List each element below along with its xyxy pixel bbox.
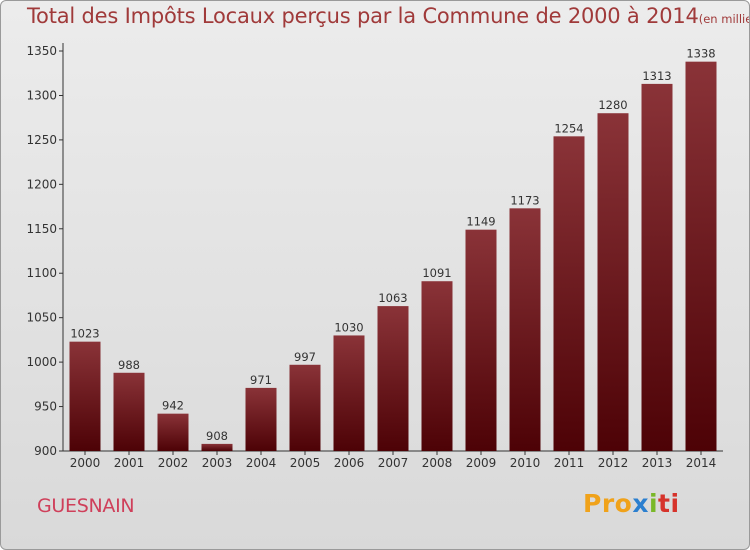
bar-2011 bbox=[553, 136, 585, 452]
data-label-2011: 1254 bbox=[554, 121, 583, 135]
data-label-2013: 1313 bbox=[642, 69, 671, 83]
bar-2009 bbox=[465, 229, 497, 451]
bar-2012 bbox=[597, 113, 629, 451]
data-label-2004: 971 bbox=[250, 373, 272, 387]
y-tick-label: 950 bbox=[34, 400, 57, 414]
y-tick-label: 1050 bbox=[26, 311, 57, 325]
x-tick-label-2007: 2007 bbox=[378, 456, 409, 470]
data-label-2014: 1338 bbox=[686, 47, 715, 61]
chart-title-unit: (en milliers d'€) bbox=[698, 12, 749, 26]
y-tick-label: 1250 bbox=[26, 133, 57, 147]
bar-2004 bbox=[245, 387, 277, 451]
data-label-2000: 1023 bbox=[70, 327, 99, 341]
bar-2001 bbox=[113, 372, 145, 451]
x-tick-label-2011: 2011 bbox=[554, 456, 585, 470]
logo-part-3: i bbox=[648, 489, 659, 518]
chart-title-main: Total des Impôts Locaux perçus par la Co… bbox=[27, 4, 699, 28]
x-tick-label-2005: 2005 bbox=[290, 456, 321, 470]
bar-2008 bbox=[421, 281, 453, 451]
bar-2002 bbox=[157, 413, 189, 451]
bar-2014 bbox=[685, 61, 717, 452]
y-tick-label: 900 bbox=[34, 444, 57, 458]
x-tick-label-2006: 2006 bbox=[334, 456, 365, 470]
y-tick-label: 1000 bbox=[26, 355, 57, 369]
x-tick-label-2000: 2000 bbox=[70, 456, 101, 470]
x-tick-label-2008: 2008 bbox=[422, 456, 453, 470]
chart-title: Total des Impôts Locaux perçus par la Co… bbox=[27, 4, 749, 28]
data-label-2002: 942 bbox=[162, 399, 184, 413]
logo-part-1: Pro bbox=[583, 489, 633, 518]
data-label-2012: 1280 bbox=[598, 98, 627, 112]
data-label-2010: 1173 bbox=[510, 193, 539, 207]
data-label-2006: 1030 bbox=[334, 320, 363, 334]
bar-2013 bbox=[641, 83, 673, 451]
bar-2005 bbox=[289, 364, 321, 451]
data-label-2007: 1063 bbox=[378, 291, 407, 305]
x-tick-label-2014: 2014 bbox=[686, 456, 717, 470]
proxiti-logo: Proxiti bbox=[583, 489, 680, 518]
x-tick-label-2012: 2012 bbox=[598, 456, 629, 470]
data-label-2005: 997 bbox=[294, 350, 316, 364]
bar-2000 bbox=[69, 341, 101, 451]
x-tick-label-2003: 2003 bbox=[202, 456, 233, 470]
y-tick-label: 1100 bbox=[26, 266, 57, 280]
y-tick-label: 1350 bbox=[26, 44, 57, 58]
data-label-2009: 1149 bbox=[466, 215, 495, 229]
y-tick-label: 1300 bbox=[26, 88, 57, 102]
y-tick-label: 1200 bbox=[26, 177, 57, 191]
x-tick-label-2001: 2001 bbox=[114, 456, 145, 470]
data-label-2001: 988 bbox=[118, 358, 140, 372]
logo-part-4: ti bbox=[658, 489, 680, 518]
x-tick-label-2013: 2013 bbox=[642, 456, 673, 470]
data-label-2008: 1091 bbox=[422, 266, 451, 280]
data-label-2003: 908 bbox=[206, 429, 228, 443]
bar-2003 bbox=[201, 443, 233, 451]
x-tick-label-2010: 2010 bbox=[510, 456, 541, 470]
x-tick-label-2009: 2009 bbox=[466, 456, 497, 470]
commune-name: GUESNAIN bbox=[37, 495, 135, 517]
logo-part-2: x bbox=[632, 489, 649, 518]
y-tick-label: 1150 bbox=[26, 222, 57, 236]
bar-2007 bbox=[377, 306, 409, 451]
x-tick-label-2002: 2002 bbox=[158, 456, 189, 470]
bar-2006 bbox=[333, 335, 365, 451]
bar-2010 bbox=[509, 208, 541, 451]
x-tick-label-2004: 2004 bbox=[246, 456, 277, 470]
